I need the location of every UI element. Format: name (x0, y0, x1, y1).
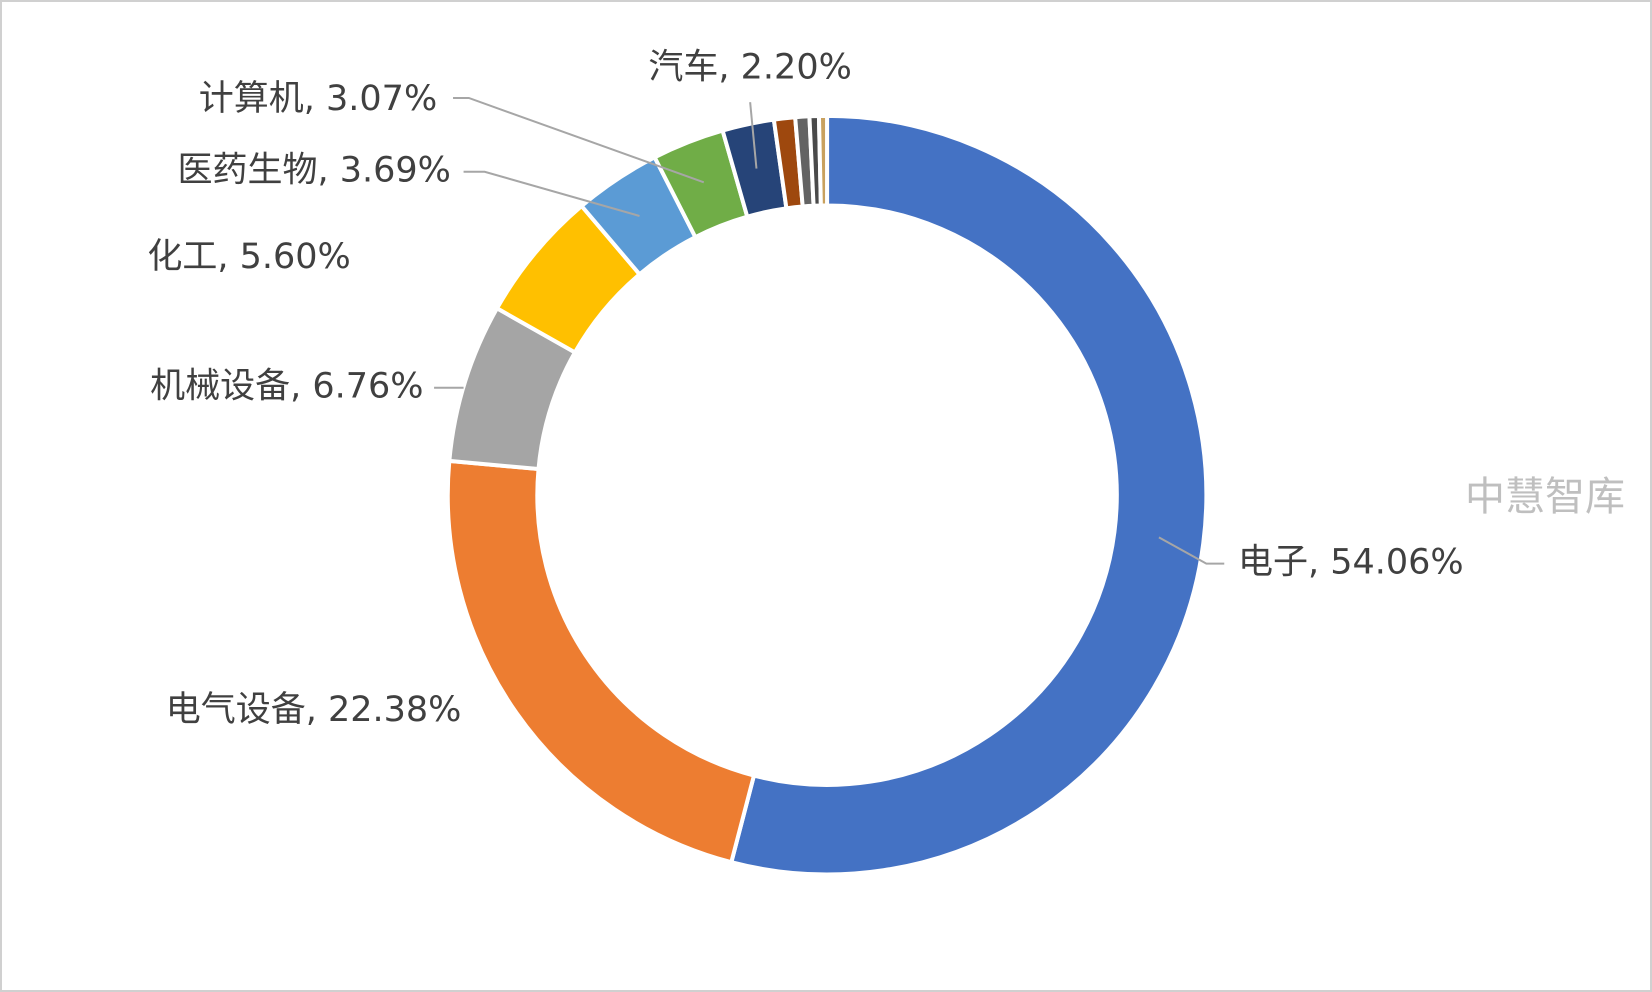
slice (816, 113, 830, 208)
watermark: 中慧智库 (1465, 474, 1625, 520)
leader-line (453, 96, 705, 184)
data-label: 汽车, 2.20% (648, 47, 851, 87)
data-label: 电子, 54.06% (1238, 543, 1464, 583)
slice (728, 113, 1209, 877)
data-label: 机械设备, 6.76% (150, 367, 423, 407)
data-label: 医药生物, 3.69% (177, 151, 450, 191)
data-label: 电气设备, 22.38% (166, 690, 462, 730)
leader-line (1158, 536, 1225, 565)
leader-line (749, 102, 758, 169)
data-label: 计算机, 3.07% (199, 79, 437, 119)
leader-line (463, 170, 640, 217)
data-label: 化工, 5.60% (147, 237, 350, 277)
